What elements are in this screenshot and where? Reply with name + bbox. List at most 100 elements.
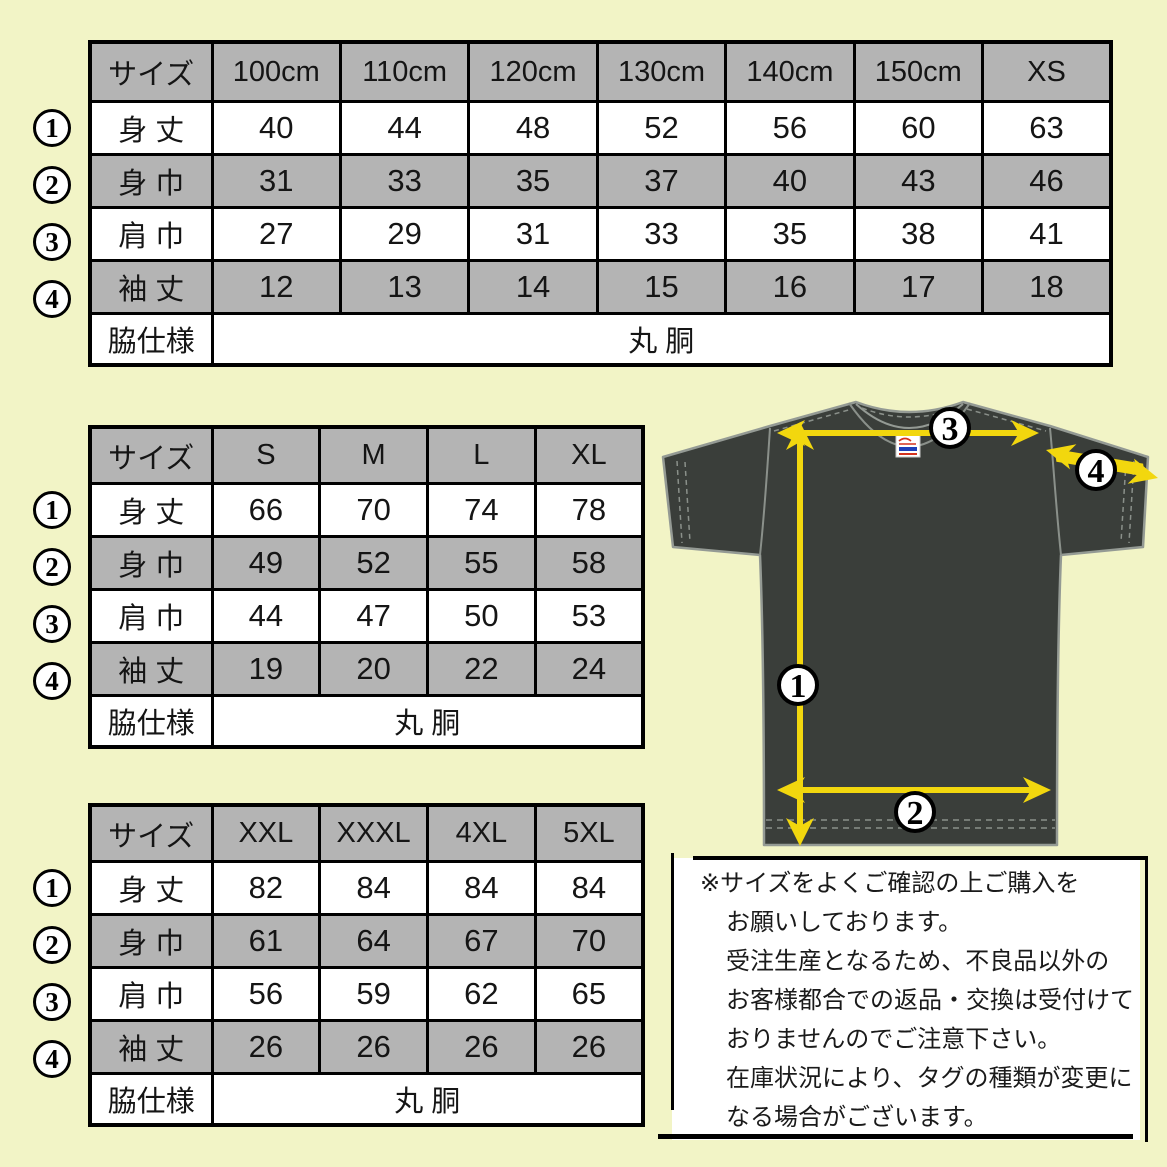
measurement-value: 26 bbox=[533, 1019, 645, 1075]
measurement-value: 74 bbox=[426, 482, 537, 538]
measurement-value: 31 bbox=[210, 153, 342, 209]
measurement-value: 46 bbox=[981, 153, 1113, 209]
notice-line: 受注生産となるため、不良品以外の bbox=[726, 948, 1110, 975]
size-column-header: 120cm bbox=[467, 40, 599, 103]
shoulder-stitch-right bbox=[966, 408, 1047, 432]
measurement-value: 84 bbox=[426, 860, 537, 916]
notice-text: ※サイズをよくご確認の上ご購入を お願いしております。 受注生産となるため、不良… bbox=[672, 864, 1134, 1137]
measurement-value: 52 bbox=[595, 100, 728, 156]
diagram-marker-circle-3 bbox=[929, 407, 971, 449]
diagram-marker-4: 4 bbox=[1088, 453, 1105, 490]
measurement-value: 14 bbox=[467, 259, 599, 315]
row-marker-4: 4 bbox=[33, 1040, 71, 1078]
notice-frame-left bbox=[671, 853, 674, 1110]
diagram-marker-circle-2 bbox=[894, 791, 936, 833]
sleeve-stitch-right bbox=[1120, 460, 1135, 544]
size-column-header: M bbox=[318, 425, 429, 485]
size-column-header: 130cm bbox=[595, 40, 728, 103]
measurement-row-label: 肩 巾 bbox=[88, 966, 214, 1022]
size-column-header: XL bbox=[533, 425, 645, 485]
size-header-label: サイズ bbox=[88, 40, 214, 103]
measurement-value: 70 bbox=[318, 482, 429, 538]
notice-line: お客様都合での返品・交換は受付けて bbox=[726, 987, 1134, 1014]
side-spec-label: 脇仕様 bbox=[88, 694, 214, 748]
size-column-header: 140cm bbox=[724, 40, 856, 103]
kids-size-table: サイズ 100cm 110cm 120cm 130cm 140cm 150cm XS 身 丈 40… bbox=[88, 40, 1113, 367]
notice-frame-right bbox=[1145, 856, 1148, 1142]
row-marker-1: 1 bbox=[33, 869, 71, 907]
measurement-value: 15 bbox=[595, 259, 728, 315]
notice-line: おりませんのでご注意下さい。 bbox=[726, 1026, 1062, 1053]
measurement-value: 33 bbox=[338, 153, 471, 209]
measurement-row-label: 身 丈 bbox=[88, 482, 214, 538]
measurement-value: 26 bbox=[318, 1019, 429, 1075]
notice-line: なる場合がございます。 bbox=[726, 1104, 988, 1131]
measurement-row-label: 袖 丈 bbox=[88, 641, 214, 697]
row-marker-3: 3 bbox=[33, 983, 71, 1021]
measurement-value: 48 bbox=[467, 100, 599, 156]
size-column-header: XXXL bbox=[318, 803, 429, 863]
measurement-value: 35 bbox=[467, 153, 599, 209]
diagram-marker-1: 1 bbox=[790, 668, 807, 705]
measurement-value: 53 bbox=[533, 588, 645, 644]
measurement-row-label: 身 巾 bbox=[88, 535, 214, 591]
diagram-markers: 1 2 3 4 bbox=[777, 407, 1117, 833]
measurement-value: 31 bbox=[467, 206, 599, 262]
tshirt-diagram: 1 2 3 4 bbox=[661, 400, 1158, 847]
measurement-value: 44 bbox=[338, 100, 471, 156]
measurement-value: 40 bbox=[724, 153, 856, 209]
size-column-header: S bbox=[210, 425, 322, 485]
measurement-value: 61 bbox=[210, 913, 322, 969]
measurement-value: 18 bbox=[981, 259, 1113, 315]
diagram-marker-circle-4 bbox=[1075, 449, 1117, 491]
measurement-value: 84 bbox=[533, 860, 645, 916]
measurement-value: 26 bbox=[426, 1019, 537, 1075]
size-column-header: 110cm bbox=[338, 40, 471, 103]
measurement-value: 47 bbox=[318, 588, 429, 644]
measurement-value: 65 bbox=[533, 966, 645, 1022]
row-marker-4: 4 bbox=[33, 280, 71, 318]
side-spec-value: 丸 胴 bbox=[210, 1072, 645, 1126]
measurement-value: 33 bbox=[595, 206, 728, 262]
measurement-value: 82 bbox=[210, 860, 322, 916]
measurement-value: 13 bbox=[338, 259, 471, 315]
armhole-seam-right bbox=[1049, 427, 1062, 556]
measurement-row-label: 身 巾 bbox=[88, 913, 214, 969]
side-spec-label: 脇仕様 bbox=[88, 1072, 214, 1126]
measurement-value: 17 bbox=[852, 259, 985, 315]
row-marker-2: 2 bbox=[33, 166, 71, 204]
measurement-value: 49 bbox=[210, 535, 322, 591]
measurement-value: 56 bbox=[724, 100, 856, 156]
measurement-value: 35 bbox=[724, 206, 856, 262]
measurement-value: 66 bbox=[210, 482, 322, 538]
size-header-label: サイズ bbox=[88, 803, 214, 863]
adult-size-table: サイズ S M L XL 身 丈 66 70 74 78 身 巾 49 52 55 58 肩 巾 44 47 50 5… bbox=[88, 425, 645, 749]
measurement-value: 37 bbox=[595, 153, 728, 209]
measurement-value: 20 bbox=[318, 641, 429, 697]
notice-line: ※サイズをよくご確認の上ご購入を bbox=[700, 870, 1080, 897]
diagram-marker-2: 2 bbox=[907, 795, 924, 832]
measurement-value: 12 bbox=[210, 259, 342, 315]
measurement-value: 50 bbox=[426, 588, 537, 644]
measurement-value: 29 bbox=[338, 206, 471, 262]
size-column-header: XXL bbox=[210, 803, 322, 863]
measurement-value: 62 bbox=[426, 966, 537, 1022]
measurement-row-label: 身 丈 bbox=[88, 100, 214, 156]
measurement-value: 40 bbox=[210, 100, 342, 156]
size-column-header: XS bbox=[981, 40, 1113, 103]
sleeve-stitch-left bbox=[676, 460, 691, 544]
measurement-value: 70 bbox=[533, 913, 645, 969]
side-spec-value: 丸 胴 bbox=[210, 694, 645, 748]
row-marker-2: 2 bbox=[33, 548, 71, 586]
side-spec-label: 脇仕様 bbox=[88, 312, 214, 366]
diagram-marker-3: 3 bbox=[942, 411, 959, 448]
measurement-value: 24 bbox=[533, 641, 645, 697]
row-marker-3: 3 bbox=[33, 605, 71, 643]
measurement-value: 67 bbox=[426, 913, 537, 969]
measurement-value: 63 bbox=[981, 100, 1113, 156]
measurement-value: 26 bbox=[210, 1019, 322, 1075]
measurement-value: 78 bbox=[533, 482, 645, 538]
notice-line: お願いしております。 bbox=[726, 909, 963, 936]
measurement-value: 56 bbox=[210, 966, 322, 1022]
